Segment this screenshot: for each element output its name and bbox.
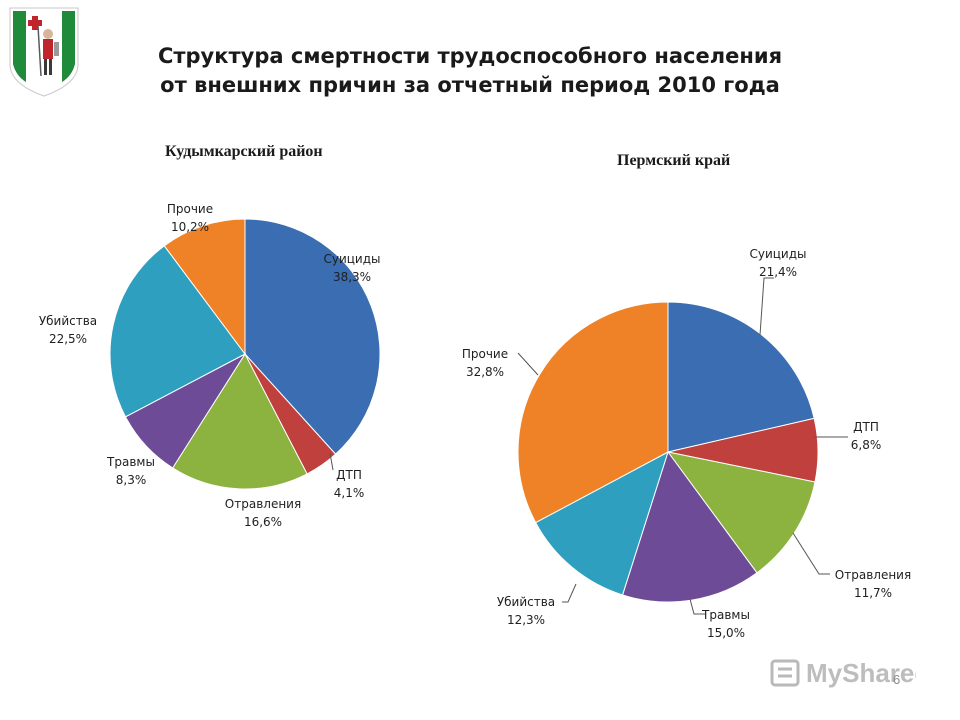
slice-value-other: 32,8% — [466, 365, 504, 379]
slice-label-road: ДТП — [336, 468, 362, 482]
slice-value-murders: 22,5% — [49, 332, 87, 346]
slice-label-poisoning: Отравления — [835, 568, 911, 582]
slice-label-other: Прочие — [167, 202, 213, 216]
pie-slice-murders — [109, 245, 246, 418]
leader-line-injuries — [689, 598, 705, 615]
slice-label-poisoning: Отравления — [225, 497, 301, 511]
slice-value-suicides: 38,3% — [333, 270, 371, 284]
pie-chart-perm: Суициды 21,4% ДТП 6,8% Отравления 11,7% Травмы… — [462, 247, 911, 640]
slice-value-murders: 12,3% — [507, 613, 545, 627]
slice-label-murders: Убийства — [497, 595, 555, 609]
leader-line-poisoning — [792, 532, 830, 575]
slice-value-road: 6,8% — [851, 438, 882, 452]
slice-value-injuries: 15,0% — [707, 626, 745, 640]
slice-value-poisoning: 16,6% — [244, 515, 282, 529]
slice-label-injuries: Травмы — [701, 608, 750, 622]
chart-title-kudymkar: Кудымкарский район — [165, 143, 323, 160]
pie-slice-suicides — [244, 218, 381, 455]
slice-value-injuries: 8,3% — [116, 473, 147, 487]
pie-slice-murders — [534, 450, 669, 596]
watermark-logo-icon — [770, 659, 800, 687]
slice-label-suicides: Суициды — [749, 247, 806, 261]
chart-title-perm: Пермский край — [617, 152, 731, 169]
slide-title-line-2: от внешних причин за отчетный период 201… — [160, 73, 780, 97]
slice-value-road: 4,1% — [334, 486, 365, 500]
leader-line-road — [329, 452, 334, 471]
slide-title-line-1: Структура смертности трудоспособного нас… — [157, 44, 783, 68]
slice-label-other: Прочие — [462, 347, 508, 361]
slide-title: Структура смертности трудоспособного нас… — [150, 42, 790, 100]
slice-value-poisoning: 11,7% — [854, 586, 892, 600]
myshared-watermark: MyShared — [770, 658, 916, 688]
page-number: 6 — [893, 672, 901, 687]
slice-label-road: ДТП — [853, 420, 879, 434]
pie-slice-other — [163, 218, 246, 356]
slice-label-injuries: Травмы — [106, 455, 155, 469]
slice-label-suicides: Суициды — [323, 252, 380, 266]
leader-line-other — [517, 352, 539, 376]
pie-slice-other — [517, 301, 669, 524]
pie-slice-poisoning — [171, 352, 308, 490]
slice-value-other: 10,2% — [171, 220, 209, 234]
coat-of-arms-emblem — [9, 7, 79, 97]
pie-slice-suicides — [667, 301, 815, 453]
pie-chart-kudymkar: Суициды 38,3% ДТП 4,1% Отравления 16,6% Травмы… — [39, 202, 381, 529]
leader-line-murders — [562, 583, 577, 603]
pie-slice-poisoning — [666, 451, 816, 574]
slice-label-murders: Убийства — [39, 314, 97, 328]
slice-value-suicides: 21,4% — [759, 265, 797, 279]
watermark-text: MyShared — [806, 658, 916, 688]
leader-line-suicides — [759, 277, 774, 336]
